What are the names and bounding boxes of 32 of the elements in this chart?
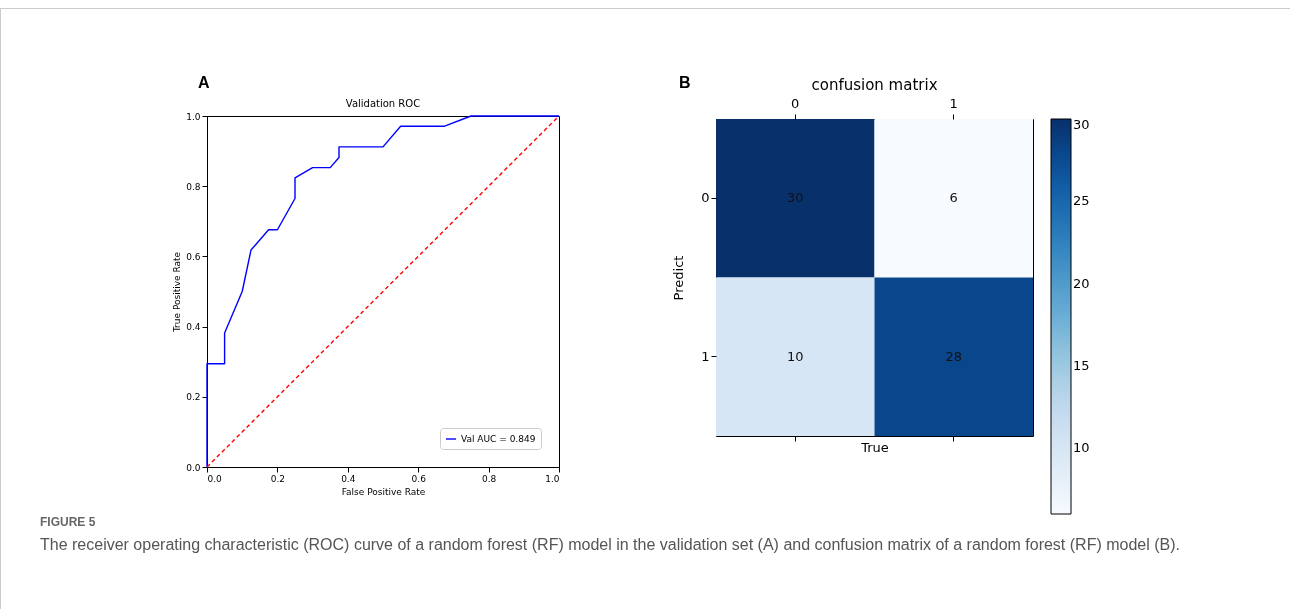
color-bar-label: 20 <box>1073 275 1090 291</box>
chart-title: Validation ROC <box>345 98 421 109</box>
data-label: 6 <box>949 190 958 206</box>
data-label: 10 <box>786 348 804 364</box>
legend-label: Val AUC = 0.849 <box>461 434 536 444</box>
caption: FIGURE 5 <box>40 515 97 529</box>
y-tick-label: 0.8 <box>186 181 201 192</box>
data-label: 28 <box>945 348 963 364</box>
y-tick-label: 0.6 <box>186 251 201 262</box>
color-bar-label: 25 <box>1073 193 1090 209</box>
y-tick-label: 0.0 <box>186 462 201 473</box>
y-axis-title: True Positive Rate <box>172 251 183 334</box>
y-tick-label: 0.4 <box>186 322 201 333</box>
chart-title: confusion matrix <box>811 76 938 94</box>
x-tick-label: 1.0 <box>545 473 560 484</box>
data-label: 30 <box>786 190 804 206</box>
text: The receiver operating characteristic (ROC) curve of a random forest (RF) model in the validation set (A) and confusion matrix of a random forest (RF) model (B). <box>40 535 1181 555</box>
color-bar-label: 15 <box>1073 357 1090 373</box>
x-tick-label: 0.0 <box>207 473 223 484</box>
x-tick-label: 0.6 <box>411 473 427 484</box>
x-axis-title: False Positive Rate <box>341 486 426 497</box>
color-bar-label: 30 <box>1073 117 1090 132</box>
text: A <box>198 74 210 92</box>
y-axis-title: Predict <box>671 255 687 301</box>
x-tick-label: 0.8 <box>481 473 497 484</box>
x-tick-label: 0.4 <box>341 473 356 484</box>
x-tick-label: 0.2 <box>270 473 286 484</box>
text: B <box>679 74 691 92</box>
y-tick-label: 1.0 <box>186 111 201 122</box>
color-bar-label: 10 <box>1073 440 1090 456</box>
y-tick-label: 0.2 <box>186 392 201 403</box>
x-axis-title: True <box>860 440 889 455</box>
